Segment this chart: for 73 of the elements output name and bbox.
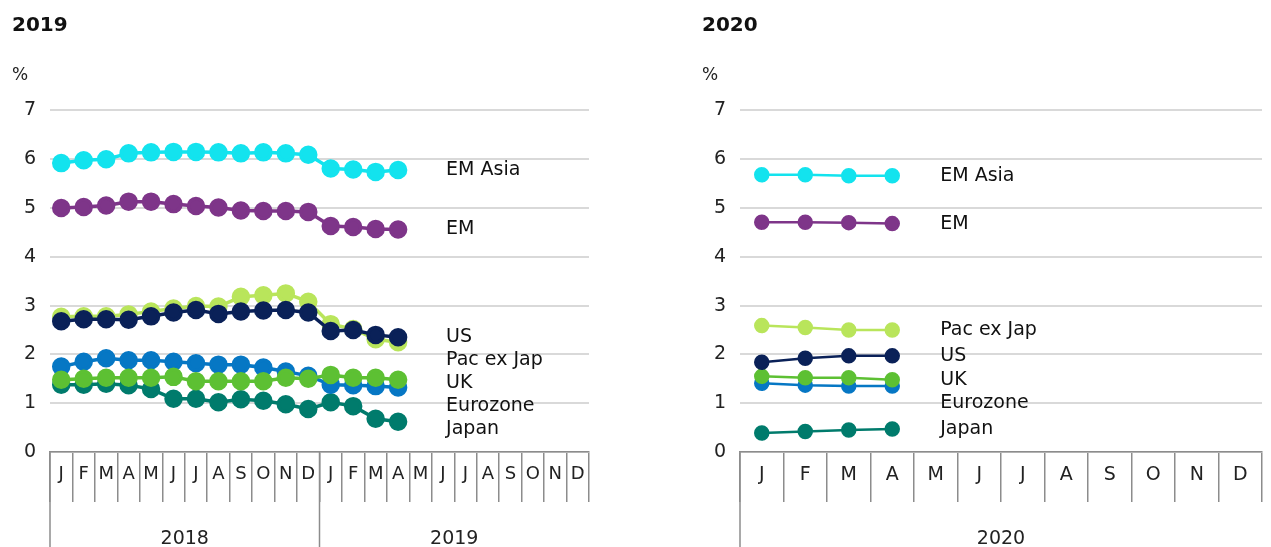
x-tick-label: J [461, 462, 469, 484]
text: 2020 [702, 12, 758, 36]
x-tick-label: J [757, 462, 765, 485]
text: UK [446, 370, 474, 393]
y-tick-label: 5 [713, 194, 726, 217]
x-tick-label: M [840, 462, 857, 485]
text: Japan [939, 416, 994, 438]
x-tick-label: J [192, 462, 199, 484]
y-tick-label: 0 [23, 438, 36, 461]
text: Eurozone [940, 389, 1029, 412]
x-tick-label: O [1145, 462, 1161, 485]
x-tick-label: D [570, 462, 585, 484]
y-tick-label: 2 [23, 341, 36, 364]
x-tick-label: M [367, 462, 384, 484]
text: 2019 [12, 12, 68, 36]
x-tick-label: N [548, 462, 563, 484]
x-tick-label: J [1018, 462, 1026, 485]
y-tick-label: 6 [713, 146, 726, 169]
y-tick-label: 3 [713, 292, 726, 315]
x-tick-label: J [439, 462, 446, 484]
text: Japan [445, 416, 500, 439]
y-tick-label: 7 [23, 97, 36, 120]
y-tick-label: 4 [23, 243, 36, 266]
x-tick-label: F [78, 462, 89, 484]
x-tick-label: S [504, 462, 517, 484]
text: US [940, 342, 967, 365]
text: 2020 [976, 526, 1026, 547]
y-axis-title: % [12, 64, 29, 84]
x-tick-label: A [1059, 462, 1073, 485]
x-tick-label: M [98, 462, 114, 484]
y-tick-label: 0 [713, 438, 726, 461]
text: EM Asia [446, 156, 521, 179]
y-tick-label: 6 [23, 146, 36, 169]
y-tick-label: 5 [23, 194, 36, 217]
x-tick-label: M [143, 462, 159, 484]
y-tick-label: 1 [23, 390, 36, 413]
x-tick-label: M [412, 462, 429, 484]
text: 2019 [430, 526, 479, 547]
y-tick-label: 4 [713, 243, 726, 266]
x-tick-label: O [256, 462, 271, 484]
x-tick-label: J [57, 462, 64, 484]
x-tick-label: J [169, 462, 177, 484]
x-tick-label: A [122, 462, 136, 484]
text: Pac ex Jap [446, 347, 543, 370]
x-tick-label: O [525, 462, 540, 484]
text: UK [940, 366, 968, 389]
x-tick-label: D [301, 462, 316, 484]
y-tick-label: 2 [713, 341, 726, 364]
x-tick-label: J [327, 462, 334, 484]
x-tick-label: S [1103, 462, 1116, 485]
x-tick-label: A [391, 462, 405, 484]
x-tick-label: J [975, 462, 983, 485]
y-tick-label: 3 [23, 292, 36, 315]
text: US [446, 324, 473, 347]
x-tick-label: D [1232, 462, 1248, 485]
x-tick-label: N [1189, 462, 1204, 485]
x-tick-label: S [235, 462, 247, 484]
x-tick-label: A [481, 462, 495, 484]
text: EM Asia [940, 162, 1015, 185]
x-tick-label: F [348, 462, 359, 484]
x-tick-label: F [799, 462, 811, 485]
x-tick-label: A [885, 462, 899, 485]
x-tick-label: A [212, 462, 226, 484]
text: Pac ex Jap [940, 316, 1037, 339]
x-tick-label: M [927, 462, 944, 485]
text: 2018 [160, 526, 209, 547]
text: EM [446, 216, 475, 239]
x-tick-label: N [279, 462, 293, 484]
text: EM [940, 210, 969, 233]
text: Eurozone [446, 393, 535, 416]
y-tick-label: 1 [713, 390, 726, 413]
y-axis-title: % [702, 64, 719, 84]
y-tick-label: 7 [713, 97, 726, 120]
